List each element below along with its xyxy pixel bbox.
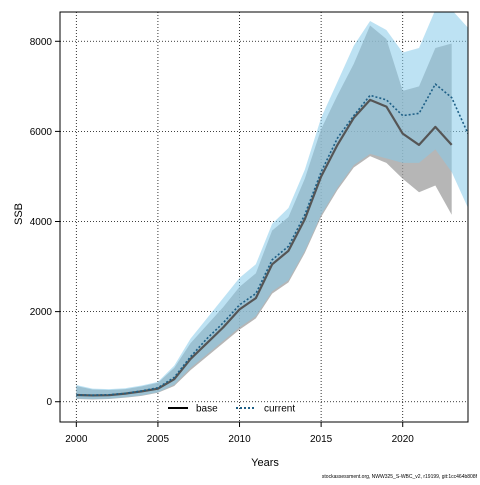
legend-label-current: current: [264, 404, 295, 415]
series-lines: [76, 83, 468, 397]
x-axis-title: Years: [251, 457, 279, 469]
x-tick-label-2020: 2020: [392, 434, 415, 445]
y-axis-title: SSB: [13, 203, 25, 225]
line-base: [76, 98, 453, 397]
y-tick-label-0: 0: [46, 397, 52, 408]
axes: 2000 2005 2010 2015 2020 0 2000 4000 6000 8000: [30, 37, 415, 445]
confidence-bands: [76, 12, 468, 400]
y-tick-label-6000: 6000: [30, 127, 53, 138]
legend-label-base: base: [196, 404, 218, 415]
plot-frame: [59, 11, 469, 423]
x-tick-label-2005: 2005: [147, 434, 170, 445]
line-current: [76, 83, 468, 396]
x-tick-label-2015: 2015: [310, 434, 333, 445]
x-tick-label-2000: 2000: [65, 434, 88, 445]
legend: base current: [168, 404, 295, 415]
band-current: [76, 12, 468, 400]
x-tick-label-2010: 2010: [228, 434, 251, 445]
y-tick-label-2000: 2000: [30, 307, 53, 318]
source-note: stockassessment.org, NWW325_S-WBC_v2, r1…: [322, 474, 478, 480]
y-tick-label-8000: 8000: [30, 37, 53, 48]
y-tick-label-4000: 4000: [30, 217, 53, 228]
